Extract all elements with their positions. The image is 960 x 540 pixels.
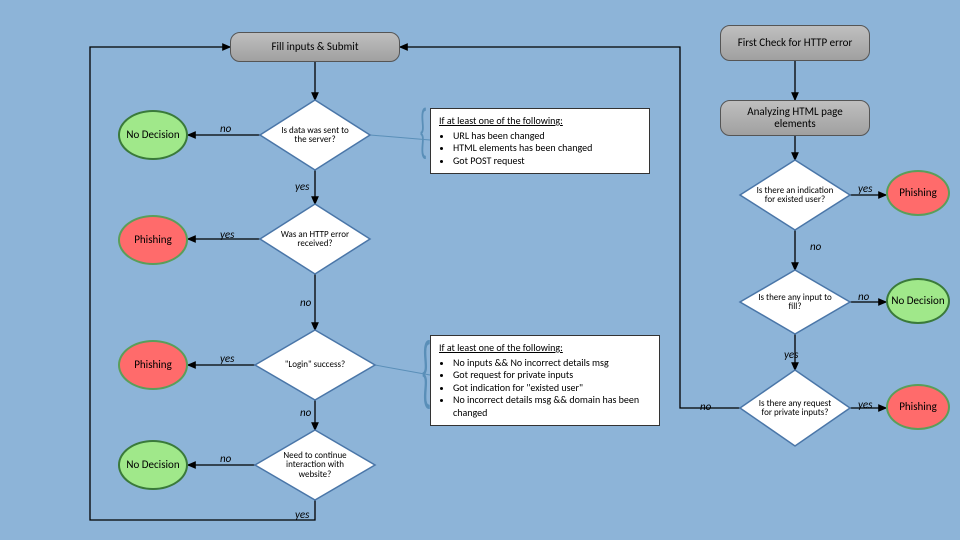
terminal-label: Phishing — [134, 234, 172, 246]
note-title: If at least one of the following: — [439, 115, 641, 128]
decision-label: Is data was sent to the server? — [273, 126, 358, 145]
edge-label: yes — [784, 348, 798, 361]
edge-label: no — [300, 406, 311, 419]
edge-label: yes — [858, 398, 872, 411]
decision-private: Is there any request for private inputs? — [740, 370, 850, 446]
edge-label: yes — [295, 180, 309, 193]
note-title: If at least one of the following: — [439, 342, 651, 355]
note-item: HTML elements has been changed — [453, 142, 641, 155]
decision-label: Need to continue interaction with websit… — [269, 451, 361, 479]
terminal-label: No Decision — [126, 459, 179, 471]
process-label: Fill inputs & Submit — [271, 41, 358, 53]
terminal-label: No Decision — [891, 295, 944, 307]
flowchart-canvas: Fill inputs & Submit First Check for HTT… — [0, 0, 960, 540]
decision-label: Is there any request for private inputs? — [753, 399, 838, 418]
note-list: URL has been changed HTML elements has b… — [439, 130, 641, 168]
brace-icon: { — [420, 108, 428, 156]
edge-label: yes — [295, 508, 309, 521]
terminal-no-decision: No Decision — [886, 278, 950, 324]
decision-any-input: Is there any input to fill? — [740, 270, 850, 334]
note-list: No inputs && No incorrect details msg Go… — [439, 357, 651, 420]
edge-label: no — [700, 400, 711, 413]
terminal-label: Phishing — [899, 401, 937, 413]
brace-icon: { — [422, 340, 432, 404]
terminal-phishing: Phishing — [886, 384, 950, 430]
terminal-no-decision: No Decision — [118, 440, 188, 490]
edge-label: yes — [858, 182, 872, 195]
terminal-phishing: Phishing — [118, 215, 188, 265]
decision-label: Was an HTTP error received? — [273, 230, 358, 249]
note-item: No incorrect details msg && domain has b… — [453, 394, 651, 419]
terminal-label: No Decision — [126, 129, 179, 141]
process-label: First Check for HTTP error — [738, 37, 853, 49]
process-analyzing: Analyzing HTML page elements — [720, 100, 870, 136]
edge-label: yes — [220, 352, 234, 365]
terminal-phishing: Phishing — [886, 170, 950, 216]
edge-label: no — [810, 240, 821, 253]
decision-indication: Is there an indication for existed user? — [740, 160, 850, 230]
decision-need-continue: Need to continue interaction with websit… — [255, 430, 375, 500]
decision-label: "Login" success? — [281, 360, 349, 369]
process-label: Analyzing HTML page elements — [727, 106, 863, 130]
note-item: Got POST request — [453, 155, 641, 168]
edge-label: no — [220, 122, 231, 135]
edge-label: no — [858, 290, 869, 303]
terminal-label: Phishing — [134, 359, 172, 371]
edge-label: no — [300, 296, 311, 309]
edge-label: yes — [220, 228, 234, 241]
process-fill-submit: Fill inputs & Submit — [230, 32, 400, 62]
terminal-phishing: Phishing — [118, 340, 188, 390]
edge-label: no — [220, 452, 231, 465]
terminal-no-decision: No Decision — [118, 110, 188, 160]
note-conditions-bottom: If at least one of the following: No inp… — [430, 335, 660, 426]
decision-label: Is there any input to fill? — [753, 293, 838, 312]
decision-label: Is there an indication for existed user? — [753, 186, 838, 205]
process-first-check: First Check for HTTP error — [720, 25, 870, 61]
terminal-label: Phishing — [899, 187, 937, 199]
decision-login-success: "Login" success? — [255, 330, 375, 400]
decision-http-error: Was an HTTP error received? — [260, 204, 370, 274]
note-conditions-top: If at least one of the following: URL ha… — [430, 108, 650, 174]
decision-data-sent: Is data was sent to the server? — [260, 100, 370, 170]
note-item: Got request for private inputs — [453, 369, 651, 382]
